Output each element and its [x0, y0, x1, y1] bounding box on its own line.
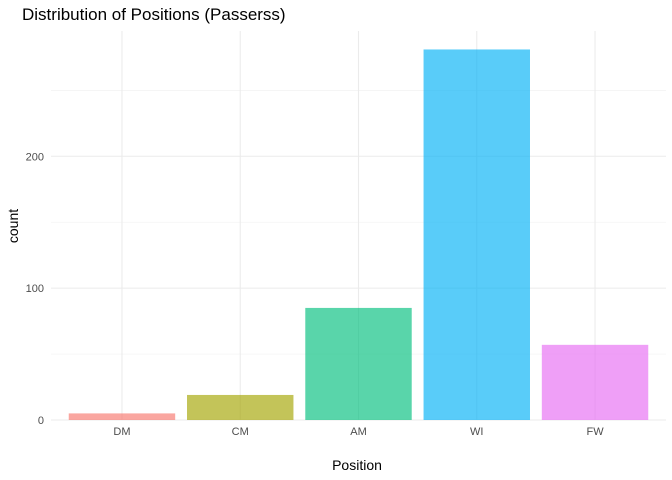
y-axis-title: count: [5, 209, 21, 243]
x-tick-label: DM: [113, 426, 130, 438]
bars: [68, 49, 649, 420]
chart-title: Distribution of Positions (Passerss): [22, 5, 286, 24]
y-tick-label: 200: [26, 151, 44, 163]
x-tick-label: WI: [470, 426, 483, 438]
y-tick-label: 0: [38, 415, 44, 427]
bar-dm: [68, 413, 176, 420]
bar-fw: [541, 344, 649, 420]
x-tick-label: FW: [586, 426, 604, 438]
bar-wi: [423, 49, 530, 420]
y-tick-label: 100: [26, 283, 44, 295]
x-tick-label: AM: [350, 426, 367, 438]
bar-cm: [187, 394, 294, 420]
y-axis-ticks: 0 100 200: [26, 151, 44, 427]
x-axis-ticks: DM CM AM WI FW: [113, 426, 604, 438]
x-tick-label: CM: [232, 426, 249, 438]
x-axis-title: Position: [332, 457, 382, 473]
bar-am: [305, 307, 412, 420]
